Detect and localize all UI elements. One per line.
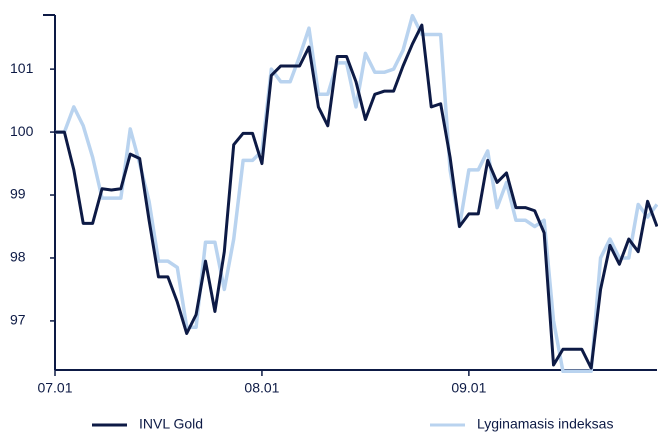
legend-label: Lyginamasis indeksas	[477, 416, 613, 432]
y-tick-label: 101	[10, 60, 34, 76]
x-tick-label: 08.01	[244, 380, 279, 396]
y-tick-label: 100	[10, 123, 34, 139]
y-tick-label: 99	[10, 186, 26, 202]
series-line	[55, 23, 658, 370]
series-line	[55, 13, 658, 374]
y-tick-label: 98	[10, 249, 26, 265]
x-tick-label: 07.01	[37, 380, 72, 396]
legend-label: INVL Gold	[139, 416, 203, 432]
x-tick-label: 09.01	[451, 380, 486, 396]
y-tick-label: 97	[10, 312, 26, 328]
